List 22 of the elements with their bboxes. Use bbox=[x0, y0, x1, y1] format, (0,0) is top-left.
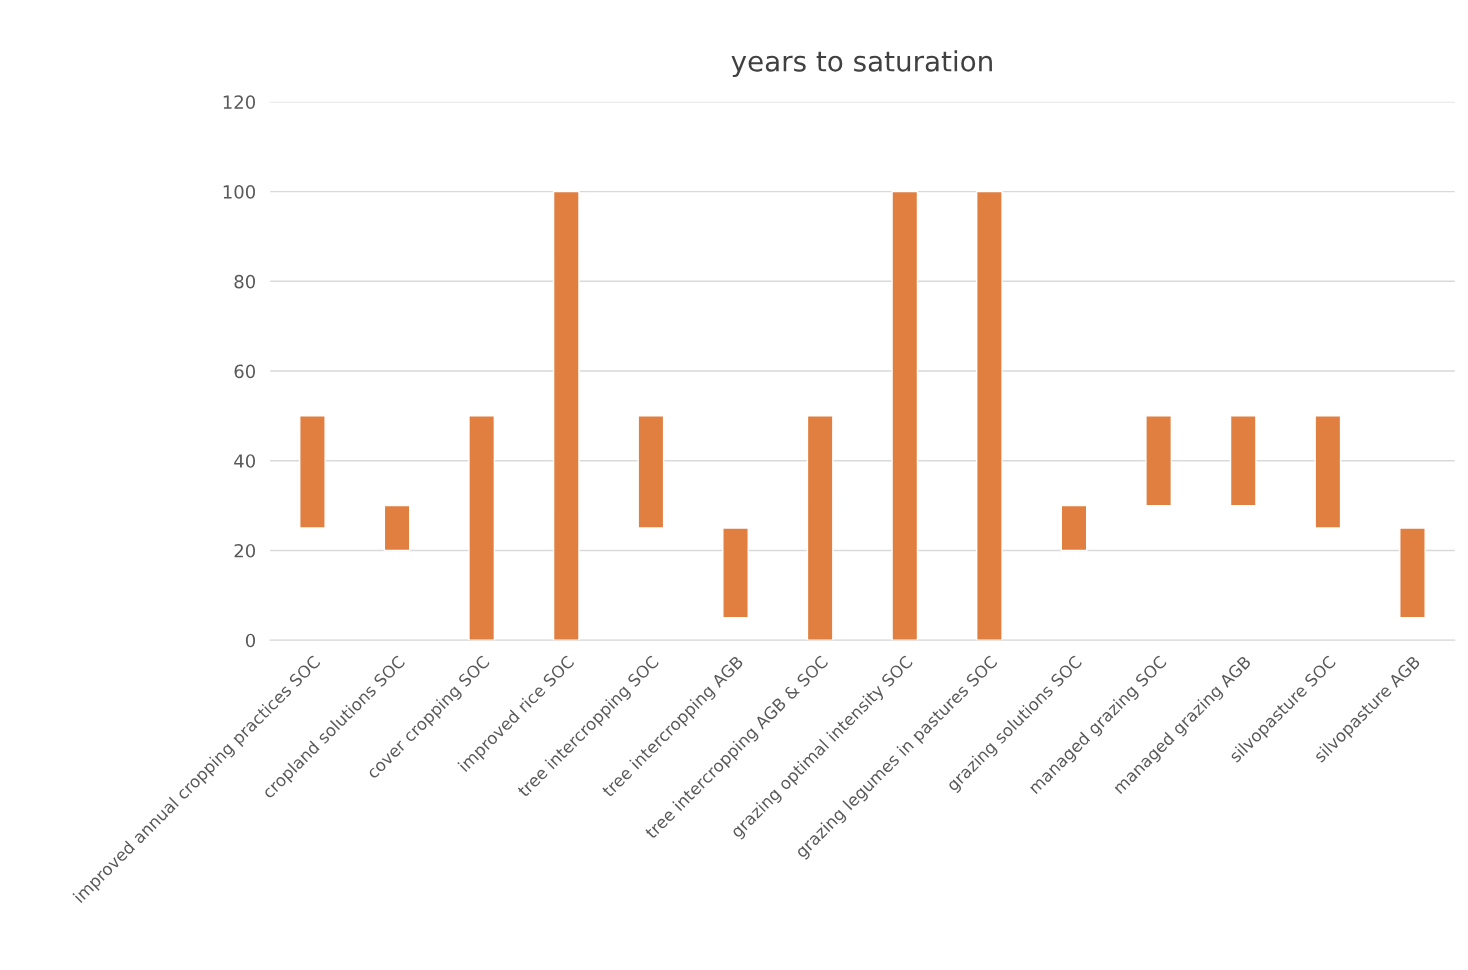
bar bbox=[1399, 527, 1426, 619]
bar bbox=[1145, 415, 1173, 507]
bar bbox=[806, 415, 834, 641]
y-tick-label: 40 bbox=[234, 454, 256, 468]
bar bbox=[552, 190, 580, 641]
bar bbox=[637, 415, 665, 529]
y-tick-label: 20 bbox=[234, 543, 256, 558]
chart-title: years to saturation bbox=[731, 50, 992, 78]
bar bbox=[1060, 504, 1088, 552]
y-tick-label: 60 bbox=[234, 364, 256, 379]
bar bbox=[299, 415, 326, 529]
y-tick-label: 80 bbox=[234, 274, 256, 289]
y-tick-label: 100 bbox=[223, 185, 256, 199]
bar bbox=[1229, 415, 1257, 507]
bar bbox=[383, 504, 411, 552]
y-tick-label: 120 bbox=[223, 95, 256, 109]
bar bbox=[891, 190, 919, 641]
bar bbox=[1314, 415, 1342, 529]
bar bbox=[975, 190, 1003, 641]
y-tick-label: 0 bbox=[245, 633, 256, 648]
bar bbox=[722, 527, 749, 619]
bar bbox=[468, 415, 496, 641]
